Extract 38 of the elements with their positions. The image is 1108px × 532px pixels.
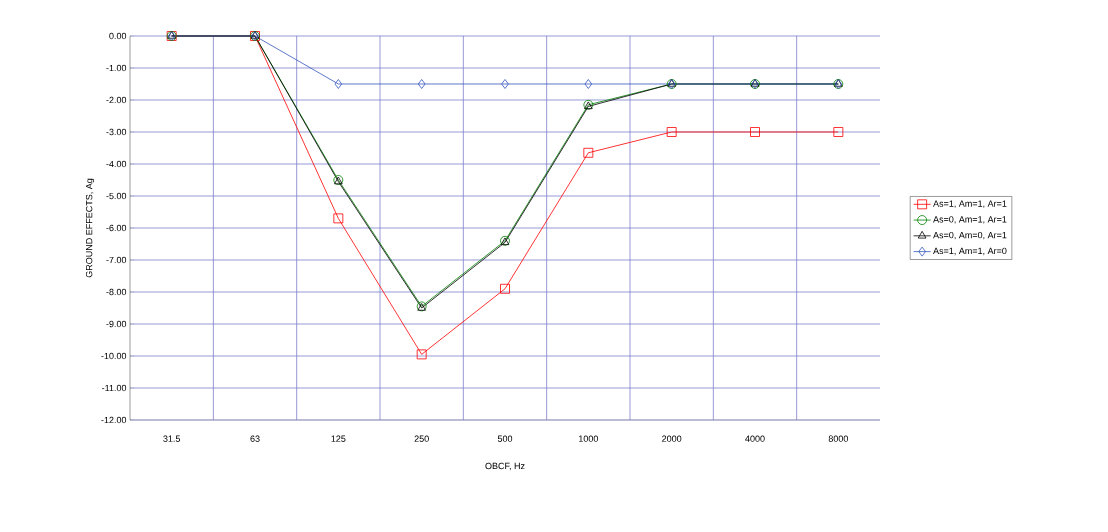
point <box>416 349 427 360</box>
y-tick-label: -8.00 <box>106 288 127 296</box>
y-tick-label: -7.00 <box>106 256 127 264</box>
point <box>584 79 593 89</box>
y-tick-label: -12.00 <box>101 416 127 424</box>
x-tick-label: 2000 <box>662 435 682 442</box>
point <box>417 79 426 89</box>
y-tick-label: 0.00 <box>109 32 127 40</box>
y-tick-label: -10.00 <box>101 352 127 360</box>
y-tick-label: -4.00 <box>106 160 127 168</box>
x-tick-label: 250 <box>414 435 429 442</box>
y-tick-label: -2.00 <box>106 96 127 104</box>
point <box>333 213 344 224</box>
legend-label: As=0, Am=1, Ar=1 <box>933 216 1007 224</box>
x-tick-label: 125 <box>331 435 346 442</box>
legend-label: As=1, Am=1, Ar=1 <box>933 200 1007 208</box>
y-tick-label: -1.00 <box>106 64 127 72</box>
x-tick-label: 4000 <box>745 435 765 442</box>
y-axis-title: GROUND EFFECTS, Ag <box>85 178 95 278</box>
y-tick-label: -9.00 <box>106 320 127 328</box>
x-tick-label: 1000 <box>579 435 598 442</box>
legend-label: As=0, Am=0, Ar=1 <box>933 231 1007 240</box>
y-tick-label: -6.00 <box>106 224 127 232</box>
legend-label: As=1, Am=1, Ar=0 <box>933 247 1007 256</box>
x-tick-label: 8000 <box>828 435 848 442</box>
point <box>583 147 594 158</box>
point <box>501 79 509 89</box>
x-tick-label: 63 <box>250 435 260 442</box>
x-tick-label: 500 <box>497 435 513 442</box>
point <box>500 283 510 294</box>
x-axis-title: OBCF, Hz <box>485 462 525 471</box>
point <box>666 127 677 137</box>
y-tick-label: -5.00 <box>106 192 127 200</box>
y-tick-label: -3.00 <box>106 128 127 136</box>
point <box>334 79 343 89</box>
y-tick-label: -11.00 <box>102 384 127 392</box>
x-tick-label: 31.5 <box>163 435 181 442</box>
point <box>833 127 844 137</box>
